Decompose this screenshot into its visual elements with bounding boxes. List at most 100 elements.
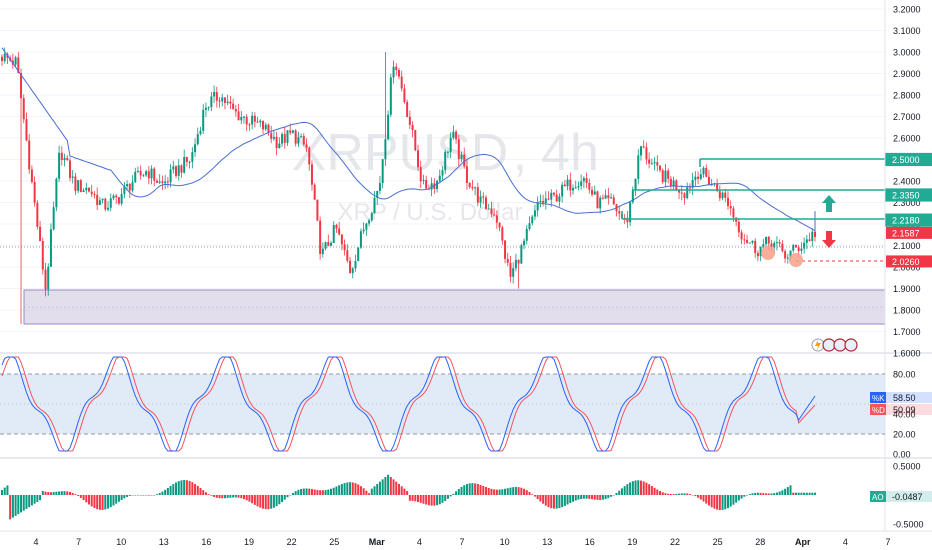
ao-bar (9, 495, 12, 520)
ao-bar (463, 485, 466, 495)
ao-bar (68, 491, 71, 495)
awesome-oscillator-pane[interactable] (1, 474, 816, 520)
ao-bar (123, 495, 126, 499)
ao-bar (20, 495, 23, 513)
candle-body (400, 76, 403, 89)
ao-bar (748, 494, 751, 495)
candle-body (607, 195, 610, 199)
price-tick: 2.1000 (893, 241, 921, 251)
ao-bar (242, 495, 245, 500)
candle-body (123, 186, 126, 195)
candle-body (746, 239, 749, 243)
ao-bar (63, 491, 66, 495)
candle-body (498, 222, 501, 228)
candle-body (781, 243, 784, 252)
candle-body (101, 198, 104, 201)
stochastic-d-line[interactable] (1, 356, 816, 452)
candle-body (417, 150, 420, 168)
ao-bar (607, 495, 610, 499)
event-flag-icon[interactable] (844, 338, 858, 352)
candle-body (441, 170, 444, 176)
ao-bar (446, 495, 449, 499)
ao-bar (767, 493, 770, 495)
candle-body (667, 170, 670, 179)
ao-bar (177, 481, 180, 495)
candle-body (332, 225, 335, 244)
ao-bar (800, 492, 803, 495)
stochastic-axis[interactable]: 80.00 40.00 20.00 0.00 (893, 370, 916, 460)
ao-bar (751, 493, 754, 495)
candle-body (455, 131, 458, 140)
candle-body (471, 187, 474, 189)
candle-body (517, 259, 520, 264)
candle-body (166, 181, 169, 183)
candle-body (699, 174, 702, 179)
candle-body (803, 242, 806, 249)
event-flag-icon[interactable] (833, 338, 847, 352)
event-flag-icon[interactable] (822, 338, 836, 352)
ao-bar (253, 495, 256, 505)
candle-body (343, 244, 346, 251)
candle-body (357, 247, 360, 262)
ao-bar (349, 482, 352, 495)
candle-body (588, 182, 591, 190)
time-axis[interactable]: 4 7 10 13 16 19 22 25 Mar 4 7 10 13 16 19 22 25 28 Apr 4 7 (33, 537, 890, 547)
ao-value: -0.0487 (892, 492, 923, 502)
candle-body (245, 116, 248, 125)
candle-body (705, 167, 708, 177)
ao-bar (425, 495, 428, 505)
price-pane[interactable]: XRPUSD 4h , XRP / U.S. Dollar (0, 8, 886, 354)
candle-body (185, 157, 188, 162)
candle-body (419, 167, 422, 182)
ao-bar (531, 494, 534, 495)
stochastic-k-line[interactable] (1, 356, 816, 452)
candle-body (525, 228, 528, 241)
ao-bar (36, 495, 39, 502)
candle-body (370, 213, 373, 221)
ao-bar (626, 484, 629, 495)
candle-body (479, 196, 482, 203)
candle-body (237, 111, 240, 121)
ao-bar (552, 495, 555, 509)
candle-body (659, 165, 662, 171)
ao-bar (47, 492, 50, 495)
price-label-text: 2.0260 (892, 257, 920, 267)
ao-bar (740, 495, 743, 499)
candle-body (88, 187, 91, 192)
price-label-text: 2.1587 (892, 228, 920, 238)
ao-bar (145, 495, 148, 496)
economic-events-icons[interactable] (811, 338, 858, 352)
candle-body (223, 97, 226, 103)
ao-bar (335, 486, 338, 495)
candle-body (797, 247, 800, 251)
candle-body (109, 198, 112, 208)
ao-bar (759, 492, 762, 495)
stochastic-pane[interactable] (0, 356, 885, 452)
ao-bar (74, 494, 77, 495)
time-tick: 25 (329, 537, 339, 547)
ao-bar (474, 483, 477, 495)
ao-bar (82, 495, 85, 501)
ao-bar (612, 494, 615, 496)
candle-body (215, 91, 218, 101)
price-tick: 2.4000 (893, 177, 921, 187)
candle-body (204, 107, 207, 110)
candle-body (96, 194, 99, 205)
ao-axis[interactable]: 0.5000 -0.5000 (893, 462, 924, 530)
ao-bar (104, 495, 107, 510)
candle-body (120, 194, 123, 204)
moving-average-line[interactable] (1, 47, 816, 232)
ao-bar (85, 495, 88, 503)
candle-body (536, 201, 539, 211)
ao-bar (569, 495, 572, 504)
candle-body (131, 182, 134, 191)
ao-bar (784, 488, 787, 495)
candle-body (207, 107, 210, 109)
price-tick: 3.1000 (893, 26, 921, 36)
candle-body (675, 180, 678, 190)
ao-bar (319, 490, 322, 495)
candle-body (248, 124, 251, 126)
ao-bar (175, 482, 178, 495)
stoch-d-value: 50.09 (893, 405, 916, 415)
